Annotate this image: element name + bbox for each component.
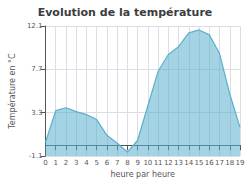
svg-text:14: 14 — [184, 159, 193, 167]
svg-text:6: 6 — [105, 159, 110, 167]
svg-text:17: 17 — [215, 159, 224, 167]
svg-text:8: 8 — [125, 159, 129, 167]
svg-text:9: 9 — [135, 159, 139, 167]
svg-text:3.3: 3.3 — [31, 109, 42, 117]
svg-text:18: 18 — [225, 159, 234, 167]
svg-text:16: 16 — [205, 159, 214, 167]
svg-text:2: 2 — [64, 159, 68, 167]
svg-text:3: 3 — [74, 159, 78, 167]
svg-text:7: 7 — [115, 159, 119, 167]
svg-text:12.1: 12.1 — [27, 22, 43, 30]
svg-text:12: 12 — [164, 159, 173, 167]
svg-text:13: 13 — [174, 159, 183, 167]
svg-text:Température en °C: Température en °C — [7, 53, 17, 130]
svg-text:1: 1 — [53, 159, 57, 167]
svg-text:heure par heure: heure par heure — [110, 170, 175, 179]
svg-text:19: 19 — [236, 159, 245, 167]
svg-text:4: 4 — [84, 159, 89, 167]
svg-text:15: 15 — [195, 159, 204, 167]
svg-text:11: 11 — [154, 159, 163, 167]
svg-text:-1.1: -1.1 — [29, 152, 43, 160]
svg-text:10: 10 — [143, 159, 152, 167]
svg-text:5: 5 — [94, 159, 98, 167]
svg-text:Evolution de la température: Evolution de la température — [38, 6, 213, 19]
svg-text:7.7: 7.7 — [31, 65, 42, 73]
svg-text:0: 0 — [43, 159, 47, 167]
